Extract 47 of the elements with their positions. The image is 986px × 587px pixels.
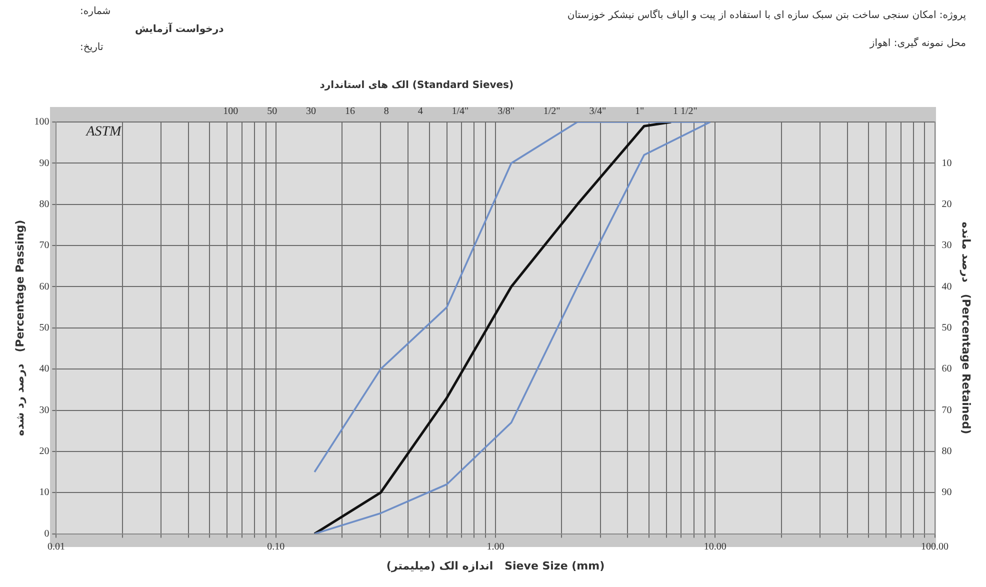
text: 30 [306, 106, 316, 117]
x-tick-label: 0.01 [47, 541, 65, 552]
y-axis-title: درصد رد شده (Percentage Passing) [13, 220, 26, 436]
text: 3/8" [498, 106, 514, 117]
text: 1 1/2" [673, 106, 698, 117]
y2-tick-label: 30 [942, 240, 952, 252]
text: 16 [344, 106, 355, 117]
y2-tick-label: 10 [942, 158, 952, 169]
y2-tick-label: 20 [942, 198, 952, 210]
text: شماره: [80, 6, 111, 17]
y-tick-label: 90 [39, 158, 50, 169]
x-tick-label: 100.00 [921, 541, 949, 552]
x-axis-title: اندازه الک (میلیمتر) Sieve Size (mm) [386, 559, 605, 572]
y-tick-label: 60 [39, 281, 50, 292]
y2-axis-title: درصد مانده (Percentage Retained) [960, 222, 973, 434]
x-tick-label: 10.00 [704, 541, 726, 552]
y-tick-label: 100 [34, 116, 50, 128]
y2-tick-label: 70 [942, 404, 952, 416]
text: 100 [223, 106, 238, 117]
annotation: ASTM [85, 124, 123, 140]
text: درخواست آزمایش [135, 24, 224, 35]
y2-tick-label: 80 [942, 446, 952, 458]
y-tick-label: 40 [39, 364, 50, 375]
x-tick-label: 0.10 [267, 541, 285, 552]
y2-tick-label: 90 [942, 487, 952, 498]
x-tick-label: 1.00 [486, 541, 504, 552]
text: 1/4" [452, 106, 469, 117]
text: 1" [635, 106, 644, 117]
text: 3/4" [589, 106, 606, 117]
text: 4 [418, 106, 423, 117]
y-tick-label: 80 [39, 198, 50, 210]
y-tick-label: 20 [39, 446, 50, 458]
text: الک های استاندارد (Standard Sieves) [320, 80, 514, 91]
y-tick-label: 70 [39, 240, 50, 252]
y2-tick-label: 50 [942, 322, 952, 334]
text: 1/2" [543, 106, 560, 117]
text: تاریخ: [80, 42, 104, 53]
text: محل نمونه گیری: اهواز [870, 38, 966, 49]
y-tick-label: 50 [39, 322, 50, 334]
y-tick-label: 10 [39, 487, 50, 498]
y-tick-label: 0 [44, 528, 50, 540]
text: 50 [267, 106, 278, 117]
y2-tick-label: 40 [942, 281, 952, 292]
y-tick-label: 30 [39, 404, 50, 416]
y2-tick-label: 60 [942, 364, 952, 375]
text: 8 [384, 106, 389, 117]
chart-title: پروژه: امکان سنجی ساخت بتن سبک سازه ای با استفاده از پیت و الیاف باگاس نیشکر خوزستان [567, 10, 966, 21]
